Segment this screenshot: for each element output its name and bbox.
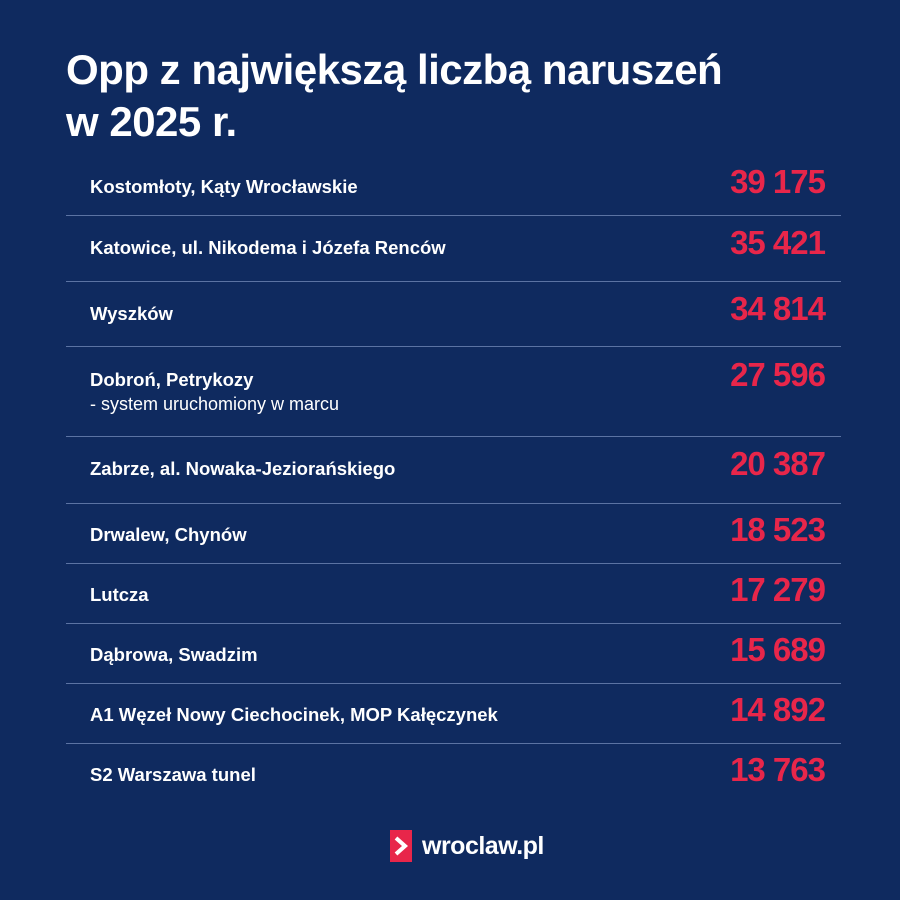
- row-value: 14 892: [730, 691, 826, 728]
- row-value: 15 689: [730, 631, 826, 668]
- title-line-1: Opp z największą liczbą naruszeń: [66, 46, 723, 93]
- wroclaw-logo: wroclaw.pl: [390, 830, 544, 862]
- row-label: S2 Warszawa tunel: [90, 764, 256, 785]
- row-divider: [66, 503, 841, 504]
- row-value: 35 421: [730, 224, 826, 261]
- row-value: 27 596: [730, 356, 826, 393]
- row-value: 34 814: [730, 290, 826, 327]
- row-note: - system uruchomiony w marcu: [90, 394, 340, 414]
- row-divider: [66, 215, 841, 216]
- row-divider: [66, 281, 841, 282]
- row-label: Wyszków: [90, 303, 173, 324]
- row-divider: [66, 563, 841, 564]
- row-divider: [66, 743, 841, 744]
- page-title: Opp z największą liczbą naruszeń w 2025 …: [66, 44, 826, 148]
- row-divider: [66, 346, 841, 347]
- title-line-2: w 2025 r.: [66, 98, 237, 145]
- chevron-right-icon: [390, 830, 412, 862]
- logo-text: wroclaw.pl: [422, 831, 544, 860]
- row-value: 18 523: [730, 511, 826, 548]
- row-value: 13 763: [730, 751, 826, 788]
- row-value: 20 387: [730, 445, 826, 482]
- row-label: Drwalew, Chynów: [90, 524, 247, 545]
- row-label: Katowice, ul. Nikodema i Józefa Renców: [90, 237, 446, 258]
- row-value: 17 279: [730, 571, 826, 608]
- row-label: A1 Węzeł Nowy Ciechocinek, MOP Kałęczyne…: [90, 704, 498, 725]
- row-divider: [66, 623, 841, 624]
- row-label: Zabrze, al. Nowaka-Jeziorańskiego: [90, 458, 396, 479]
- row-divider: [66, 683, 841, 684]
- row-label: Dobroń, Petrykozy: [90, 369, 254, 390]
- row-label: Lutcza: [90, 584, 149, 605]
- row-label: Kostomłoty, Kąty Wrocławskie: [90, 176, 358, 197]
- row-label: Dąbrowa, Swadzim: [90, 644, 258, 665]
- row-divider: [66, 436, 841, 437]
- row-value: 39 175: [730, 163, 826, 200]
